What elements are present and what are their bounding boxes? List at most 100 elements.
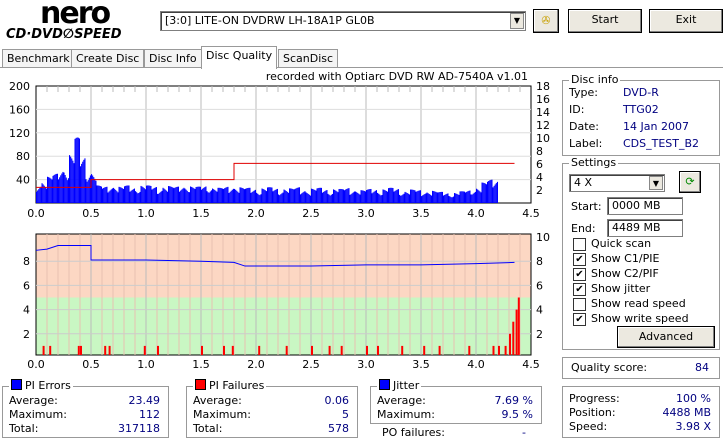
setting-check[interactable]: ✔ Show C1/PIE (573, 252, 711, 267)
pie-bar (346, 188, 348, 203)
pie-bar (247, 188, 249, 203)
checkbox[interactable]: ✔ (573, 253, 586, 266)
pie-bar (140, 185, 142, 203)
pie-bar (82, 161, 84, 203)
pif-bar (517, 297, 520, 355)
pie-bar (459, 191, 461, 203)
group-title: Jitter (393, 379, 420, 392)
pie-bar (311, 188, 313, 203)
stat-row: Average: 0.06 (193, 394, 349, 409)
checkbox[interactable] (573, 238, 586, 251)
drive-select[interactable]: [3:0] LITE-ON DVDRW LH-18A1P GL0B ▼ (160, 11, 526, 31)
setting-check[interactable]: ✔ Show jitter (573, 282, 711, 297)
pif-bar (492, 345, 495, 355)
pie-bar (157, 193, 159, 203)
checkbox[interactable]: ✔ (573, 313, 586, 326)
pie-bar (438, 192, 440, 203)
pie-bar (272, 191, 274, 203)
pie-bar (114, 188, 116, 203)
pie-bar (187, 192, 189, 203)
eject-button[interactable]: ✇ (533, 9, 559, 33)
pie-bar (130, 190, 132, 203)
tab-benchmark[interactable]: Benchmark (2, 49, 75, 68)
pie-bar (293, 189, 295, 203)
pie-bar (188, 192, 190, 203)
pie-bar (223, 188, 225, 203)
setting-check[interactable]: ✔ Show write speed (573, 312, 711, 327)
exit-button[interactable]: Exit (649, 9, 723, 33)
stat-label: Average: (9, 394, 58, 407)
chevron-down-icon[interactable]: ▼ (649, 176, 663, 190)
tab-disc-quality[interactable]: Disc Quality (201, 46, 278, 69)
setting-check[interactable]: Quick scan (573, 237, 711, 252)
x-tick-label: 2.5 (302, 358, 320, 368)
speed-select[interactable]: 4 X ▼ (569, 174, 665, 192)
pie-bar (394, 190, 396, 203)
disc-info-label: Date: (569, 120, 599, 133)
x-tick-label: 4.0 (467, 207, 485, 220)
pie-bar (83, 159, 85, 203)
end-input[interactable]: 4489 MB (607, 219, 683, 237)
pie-bar (127, 185, 129, 203)
x-tick-label: 3.0 (357, 358, 375, 368)
pie-bar (351, 193, 353, 203)
pie-bar (296, 187, 298, 203)
chevron-down-icon[interactable]: ▼ (510, 13, 524, 29)
checkbox[interactable] (573, 298, 586, 311)
pie-bar (196, 186, 198, 203)
advanced-button[interactable]: Advanced (617, 326, 715, 348)
pie-bar (396, 189, 398, 203)
pie-bar (368, 189, 370, 203)
pie-bar (489, 180, 491, 203)
pif-bar (104, 345, 107, 355)
pie-bar (236, 190, 238, 203)
pie-bar (330, 194, 332, 203)
pie-bar (312, 188, 314, 203)
checkbox-label: Show write speed (591, 312, 689, 325)
x-tick-label: 1.5 (192, 358, 210, 368)
jitter-line (35, 244, 515, 267)
pie-bar (400, 195, 402, 203)
pie-bar (377, 192, 379, 203)
pie-bar (249, 187, 251, 203)
pie-bar (437, 192, 439, 203)
pie-bar (444, 194, 446, 203)
refresh-button[interactable]: ⟳ (679, 171, 701, 193)
start-button[interactable]: Start (568, 9, 642, 33)
pie-bar (450, 197, 452, 203)
pif-bar (498, 345, 500, 355)
pie-bar (283, 189, 285, 203)
pie-bar (470, 194, 472, 203)
pie-bar (379, 194, 381, 203)
pie-bar (374, 190, 376, 203)
pif-bar (468, 345, 471, 355)
pie-bar (41, 183, 43, 203)
start-input[interactable]: 0000 MB (607, 197, 683, 215)
x-tick-label: 4.0 (467, 358, 485, 368)
pie-bar (488, 180, 490, 203)
pie-bar (423, 194, 425, 203)
checkbox[interactable]: ✔ (573, 283, 586, 296)
pi-errors-group: PI Errors Average: 23.49 Maximum: 112 Total: 3… (2, 379, 169, 438)
tab-scandisc[interactable]: ScanDisc (278, 49, 339, 68)
pie-bar (135, 191, 137, 203)
pie-bar (246, 188, 248, 203)
pie-bar (198, 186, 200, 203)
tab-disc-info[interactable]: Disc Info (144, 49, 202, 68)
pie-bar (295, 188, 297, 203)
pie-bar (422, 195, 424, 203)
pie-bar (149, 185, 151, 203)
disc-info-row: ID: TTG02 (569, 103, 711, 118)
setting-check[interactable]: Show read speed (573, 297, 711, 312)
pie-bar (308, 194, 310, 203)
pie-bar (294, 188, 296, 203)
setting-check[interactable]: ✔ Show C2/PIF (573, 267, 711, 282)
pie-bar (81, 163, 83, 203)
checkbox[interactable]: ✔ (573, 268, 586, 281)
pie-bar (87, 180, 89, 203)
pie-bar (207, 192, 209, 203)
pie-bar (408, 194, 410, 203)
tab-create-disc[interactable]: Create Disc (71, 49, 145, 68)
pie-bar (426, 192, 428, 203)
pie-bar (120, 187, 122, 203)
